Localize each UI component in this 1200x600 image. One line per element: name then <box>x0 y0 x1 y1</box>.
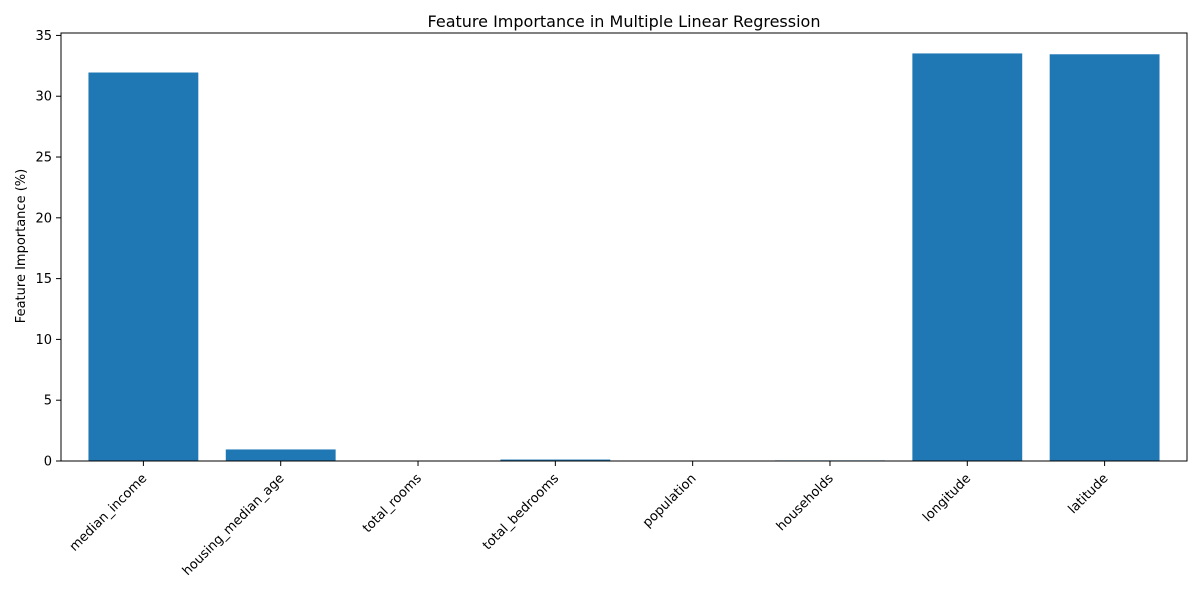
plot-frame <box>60 32 1188 462</box>
x-tick-label: total_bedrooms <box>480 471 562 553</box>
y-axis-ticks: 0 5 10 15 20 25 30 35 <box>35 29 61 470</box>
y-tick-label: 0 <box>44 455 52 470</box>
x-tick-label: latitude <box>1066 471 1112 517</box>
x-tick-label: population <box>640 471 700 531</box>
y-tick-label: 15 <box>35 272 52 287</box>
bar-housing_median_age <box>225 449 336 461</box>
y-tick-label: 10 <box>35 333 52 348</box>
bar-total_bedrooms <box>500 459 611 461</box>
bar-median_income <box>88 72 199 462</box>
x-axis-ticks: median_income housing_median_age total_roo… <box>67 461 1112 579</box>
y-tick-label: 25 <box>35 151 52 166</box>
bars-group <box>88 53 1160 462</box>
x-tick-label: total_rooms <box>360 471 425 536</box>
bar-latitude <box>1049 54 1160 461</box>
y-tick-label: 20 <box>35 211 52 226</box>
y-axis-label: Feature Importance (%) <box>14 169 29 323</box>
x-tick-label: housing_median_age <box>180 471 288 579</box>
y-tick-label: 35 <box>35 29 52 44</box>
y-tick-label: 30 <box>35 90 52 105</box>
bar-longitude <box>912 53 1023 462</box>
y-tick-label: 5 <box>44 394 52 409</box>
x-tick-label: longitude <box>920 471 974 525</box>
x-tick-label: median_income <box>67 471 150 554</box>
chart-title: Feature Importance in Multiple Linear Re… <box>428 12 821 31</box>
x-tick-label: households <box>774 471 837 534</box>
